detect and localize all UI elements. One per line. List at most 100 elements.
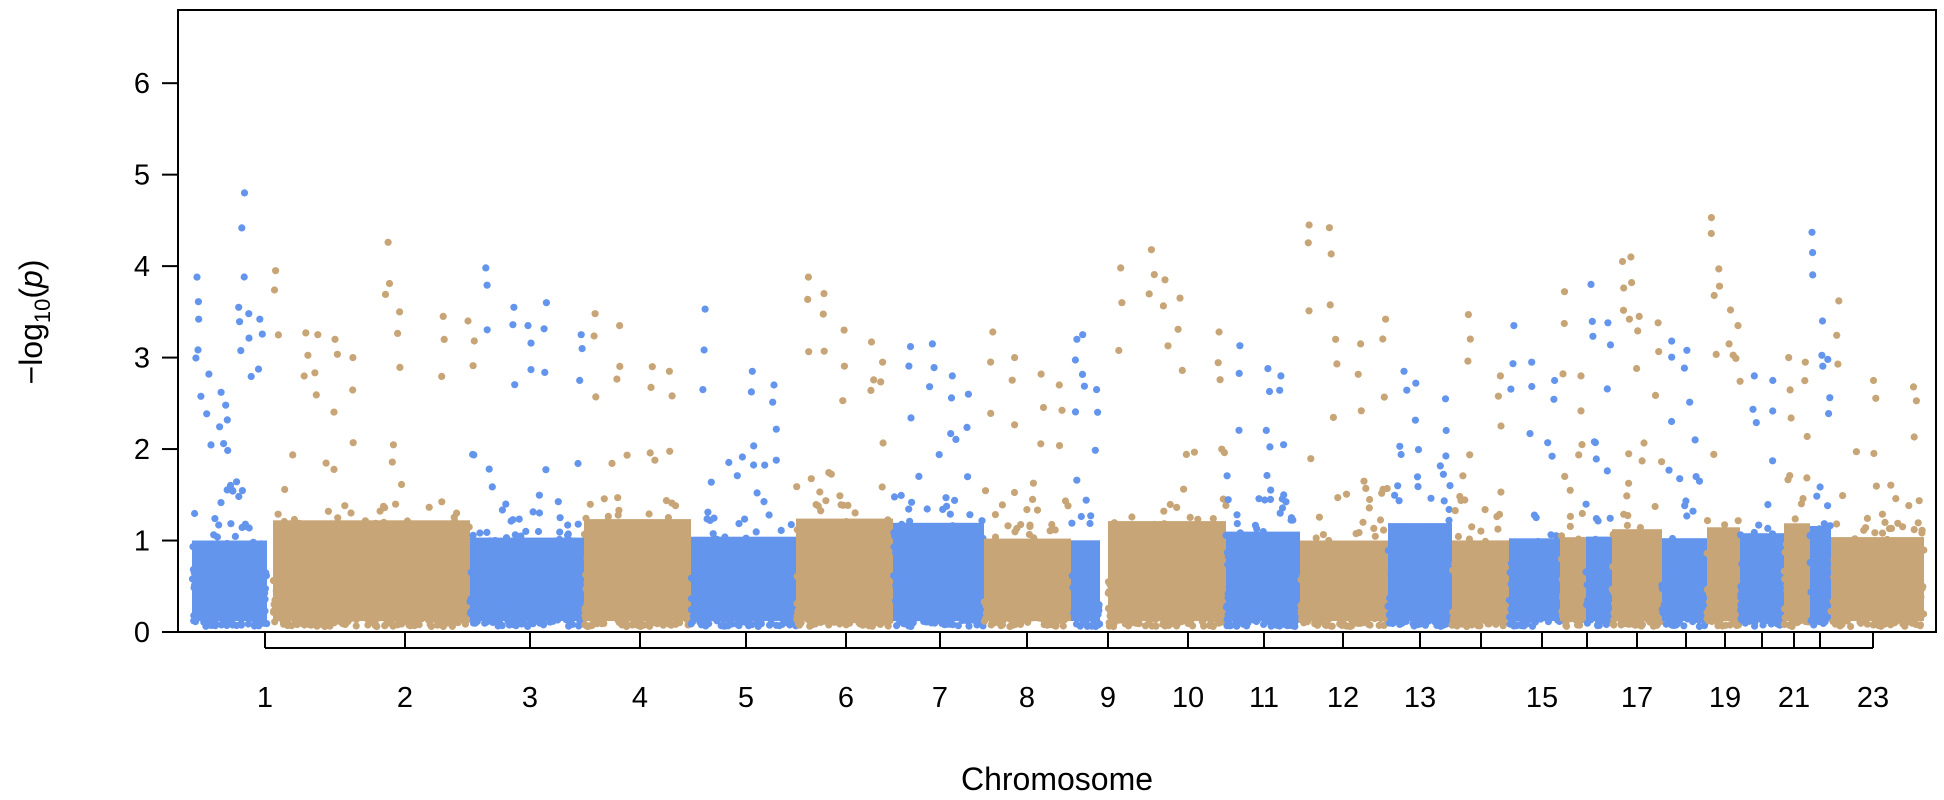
snp-point <box>349 386 357 394</box>
snp-point <box>1622 620 1631 628</box>
snp-point <box>1380 526 1388 534</box>
snp-point <box>1830 564 1838 572</box>
snp-point <box>672 534 680 542</box>
snp-point <box>824 603 832 611</box>
snp-point <box>780 615 788 623</box>
snp-point <box>1748 559 1757 567</box>
snp-point <box>1469 542 1477 550</box>
snp-point <box>1175 543 1183 551</box>
snp-point <box>1114 608 1122 616</box>
chromosome-5-points <box>687 305 800 631</box>
snp-point <box>1759 549 1767 557</box>
snp-point <box>676 521 685 529</box>
snp-point <box>912 599 920 608</box>
snp-point <box>1413 550 1421 559</box>
snp-point <box>704 508 712 516</box>
snp-point <box>1063 607 1071 616</box>
snp-point <box>722 577 730 586</box>
snp-point <box>711 535 719 544</box>
snp-point <box>1591 590 1599 598</box>
x-tick-label: 10 <box>1172 682 1204 714</box>
x-axis: 1 2 3 4 5 6 7 8 9 10 11 12 13 15 17 19 21 23 <box>257 632 1889 714</box>
snp-point <box>1232 553 1240 561</box>
snp-point <box>607 595 615 604</box>
chromosome-10-points <box>1104 246 1230 631</box>
snp-point <box>926 539 934 547</box>
snp-point <box>989 328 997 336</box>
snp-point <box>939 505 947 513</box>
snp-point <box>985 580 994 588</box>
snp-point <box>814 521 823 529</box>
snp-point <box>355 610 364 618</box>
snp-point <box>1144 597 1152 605</box>
snp-point <box>1847 582 1855 590</box>
snp-point <box>845 597 853 605</box>
snp-point <box>554 498 562 506</box>
snp-point <box>1692 473 1700 481</box>
chromosome-17-points <box>1582 280 1615 630</box>
snp-point <box>580 530 589 538</box>
snp-point <box>1214 603 1222 611</box>
snp-point <box>1870 549 1878 557</box>
snp-point <box>566 620 574 628</box>
snp-point <box>211 515 219 523</box>
snp-point <box>1528 579 1537 587</box>
snp-point <box>397 480 406 489</box>
snp-point <box>1718 622 1727 630</box>
snp-point <box>1195 613 1203 621</box>
snp-point <box>1847 622 1855 631</box>
snp-point <box>1267 578 1275 586</box>
snp-point <box>1270 548 1278 556</box>
snp-point <box>652 556 661 564</box>
snp-point <box>194 298 202 306</box>
snp-point <box>806 596 814 605</box>
snp-point <box>1465 535 1473 543</box>
snp-point <box>536 603 545 612</box>
snp-point <box>515 515 523 523</box>
snp-point <box>882 577 890 586</box>
snp-point <box>1637 622 1645 630</box>
snp-point <box>1281 556 1289 565</box>
snp-point <box>1146 615 1155 623</box>
snp-point <box>854 586 862 594</box>
snp-point <box>1466 335 1474 343</box>
snp-point <box>259 611 267 619</box>
snp-point <box>1709 615 1717 623</box>
snp-point <box>866 609 874 618</box>
snp-point <box>982 609 991 617</box>
snp-point <box>1190 448 1198 456</box>
snp-point <box>527 366 535 374</box>
snp-point <box>1089 567 1097 575</box>
snp-point <box>1658 458 1666 466</box>
snp-point <box>274 331 282 339</box>
snp-point <box>1194 551 1202 559</box>
snp-point <box>735 520 743 528</box>
snp-point <box>814 542 822 550</box>
snp-point <box>723 560 731 568</box>
snp-point <box>213 580 221 588</box>
snp-point <box>1638 457 1646 465</box>
snp-point <box>1338 585 1346 593</box>
chromosome-6-points <box>793 273 897 630</box>
chromosome-24-points <box>1827 297 1928 631</box>
snp-point <box>523 572 531 580</box>
snp-point <box>819 310 827 318</box>
snp-point <box>1233 622 1241 630</box>
snp-point <box>1597 570 1605 578</box>
x-tick-label: 5 <box>738 682 754 714</box>
snp-point <box>837 602 845 610</box>
snp-point <box>923 505 931 513</box>
snp-point <box>428 601 436 609</box>
snp-point <box>1710 450 1718 458</box>
x-axis-title: Chromosome <box>961 761 1153 797</box>
snp-point <box>1210 552 1218 560</box>
snp-point <box>1838 573 1846 581</box>
snp-point <box>898 617 906 625</box>
snp-point <box>197 392 205 400</box>
snp-point <box>337 610 345 619</box>
snp-point <box>1801 545 1809 553</box>
snp-point <box>1628 589 1636 598</box>
snp-point <box>872 564 881 572</box>
snp-point <box>385 566 393 575</box>
snp-point <box>202 551 210 559</box>
